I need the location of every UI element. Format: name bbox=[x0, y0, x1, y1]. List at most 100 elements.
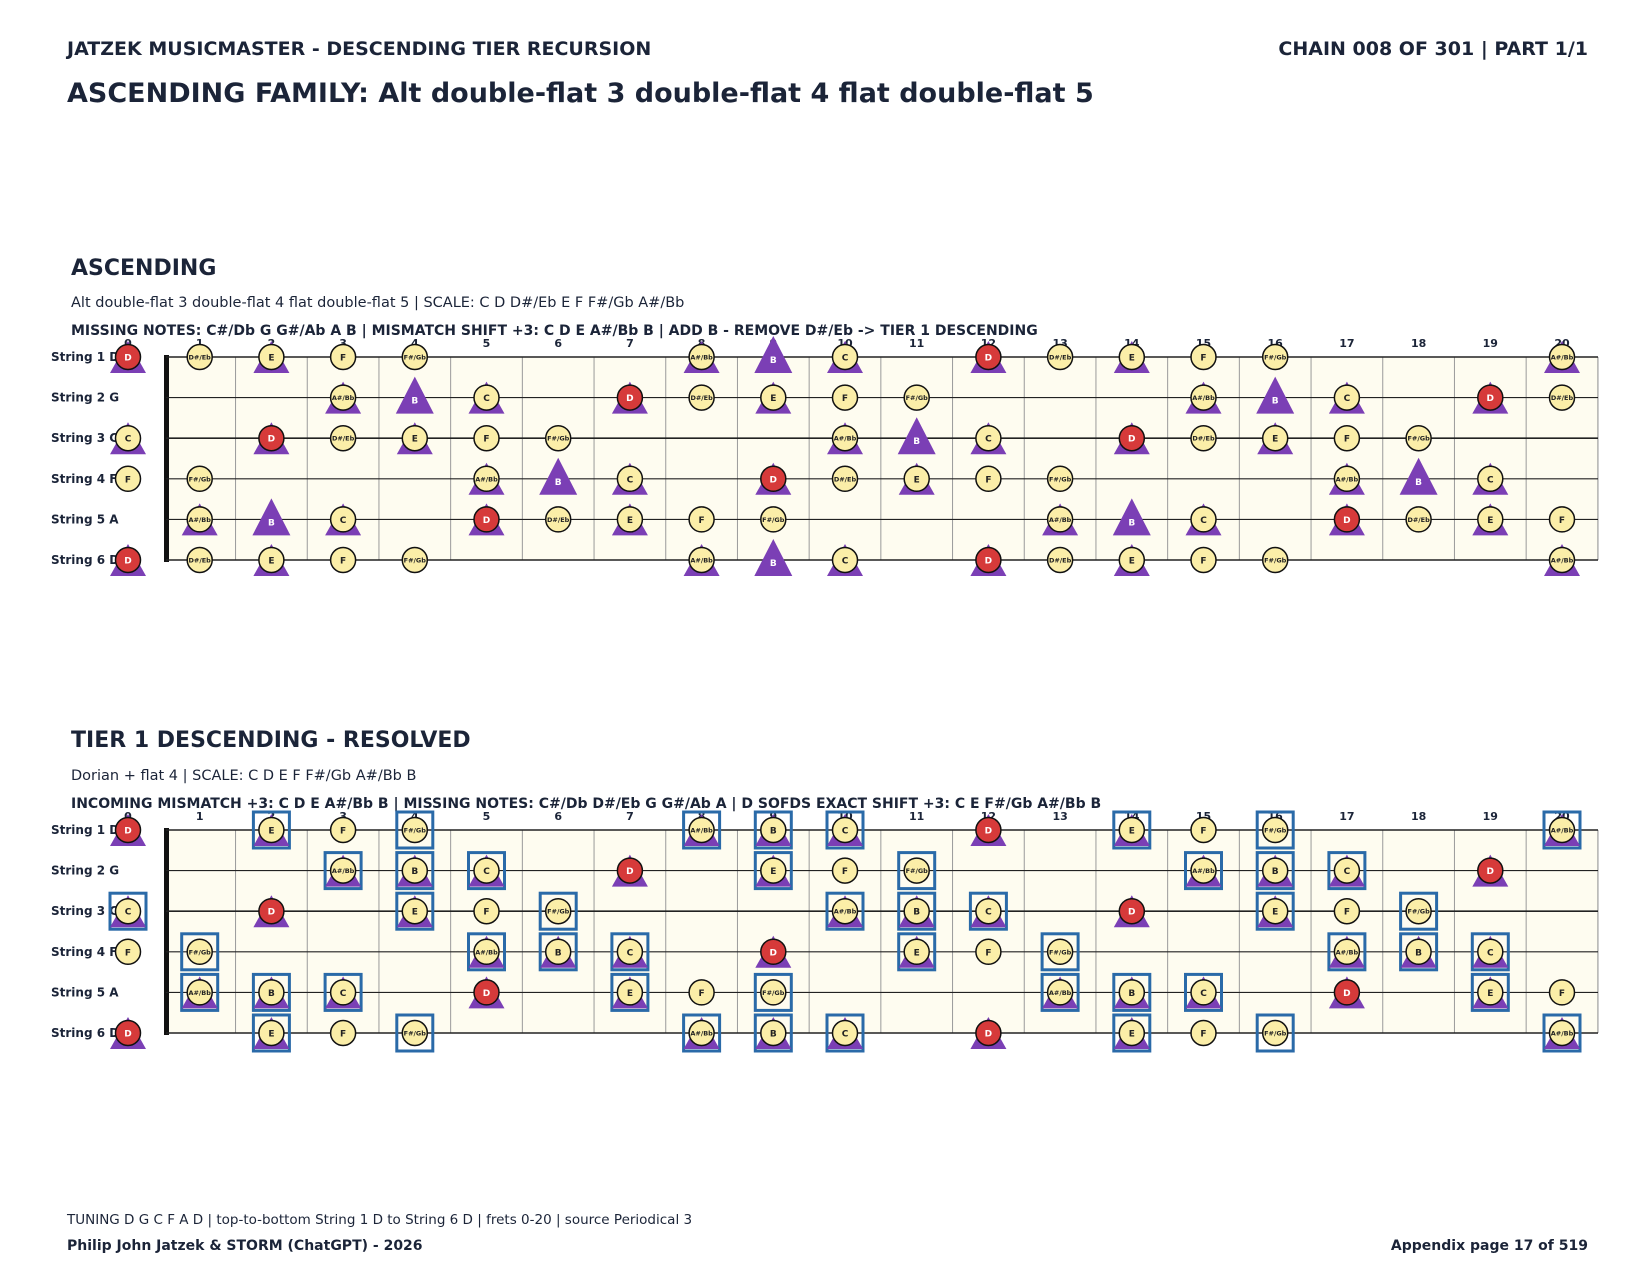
interval-triangle bbox=[1112, 498, 1151, 536]
page-title: ASCENDING FAMILY: Alt double-flat 3 doub… bbox=[67, 78, 1094, 109]
note-label: F#/Gb bbox=[547, 435, 570, 443]
highlight-box bbox=[968, 891, 1008, 931]
note-label: D#/Eb bbox=[1551, 394, 1574, 402]
note-label: C bbox=[340, 516, 347, 526]
interval-triangle bbox=[897, 417, 936, 455]
fret-number: 17 bbox=[1339, 810, 1354, 823]
interval-triangle bbox=[252, 498, 291, 536]
note-dot bbox=[1190, 424, 1217, 452]
note-label: D bbox=[268, 435, 275, 445]
root-note-dot bbox=[258, 897, 285, 925]
note-dot bbox=[903, 857, 930, 884]
fret-number: 17 bbox=[1339, 337, 1354, 350]
note-dot bbox=[1333, 384, 1361, 411]
note-label: E bbox=[268, 827, 274, 837]
highlight-box bbox=[753, 972, 793, 1012]
fretboard-ascending: String 1 D String 2 G String 3 C String 4 F… bbox=[51, 336, 1599, 576]
note-label: F#/Gb bbox=[1407, 435, 1430, 443]
note-dot bbox=[401, 1019, 429, 1047]
note-dot bbox=[903, 465, 930, 493]
footer-tuning: TUNING D G C F A D | top-to-bottom Strin… bbox=[67, 1212, 693, 1228]
note-label: B bbox=[1415, 478, 1422, 488]
note-dot bbox=[688, 343, 715, 371]
note-label: A#/Bb bbox=[690, 827, 713, 835]
root-note-dot bbox=[114, 546, 142, 574]
root-note-dot bbox=[975, 546, 1002, 574]
note-dot bbox=[831, 897, 859, 925]
note-label: D bbox=[985, 827, 992, 837]
note-dot bbox=[760, 506, 787, 533]
highlight-box bbox=[538, 891, 578, 931]
section-1-title: ASCENDING bbox=[71, 256, 217, 281]
note-dot bbox=[473, 424, 500, 452]
root-note-dot bbox=[975, 1019, 1002, 1047]
note-label: B bbox=[770, 356, 777, 366]
note-dot bbox=[1261, 424, 1289, 452]
note-label: C bbox=[842, 1030, 849, 1040]
note-dot bbox=[1261, 857, 1289, 884]
string-label: String 5 A bbox=[51, 985, 119, 999]
note-dot bbox=[903, 938, 930, 966]
note-dot bbox=[831, 424, 859, 452]
note-dot bbox=[1333, 424, 1361, 452]
note-label: A#/Bb bbox=[475, 475, 498, 483]
fret-number: 13 bbox=[1052, 810, 1067, 823]
note-label: A#/Bb bbox=[690, 354, 713, 362]
note-dot bbox=[1405, 424, 1432, 452]
note-dot bbox=[1548, 979, 1576, 1006]
note-label: D bbox=[626, 394, 633, 404]
interval-triangle bbox=[539, 457, 578, 495]
note-label: E bbox=[1129, 354, 1135, 364]
root-note-dot bbox=[114, 1019, 142, 1047]
note-label: C bbox=[1200, 516, 1207, 526]
note-dot bbox=[329, 343, 357, 371]
note-label: E bbox=[1272, 908, 1278, 918]
fret-number: 4 bbox=[411, 337, 419, 350]
note-dot bbox=[401, 546, 429, 574]
note-label: F#/Gb bbox=[906, 867, 929, 875]
note-dot bbox=[1190, 857, 1217, 884]
note-dot bbox=[1548, 816, 1576, 844]
string-label: String 3 C bbox=[51, 431, 118, 445]
highlight-box bbox=[1470, 972, 1510, 1012]
note-dot bbox=[544, 506, 572, 533]
note-dot bbox=[688, 384, 715, 411]
note-label: A#/Bb bbox=[690, 557, 713, 565]
note-label: F bbox=[1559, 989, 1565, 999]
note-label: A#/Bb bbox=[1049, 516, 1072, 524]
note-label: B bbox=[1272, 867, 1279, 877]
note-label: C bbox=[842, 827, 849, 837]
note-label: E bbox=[627, 516, 633, 526]
highlight-box bbox=[323, 851, 363, 891]
note-dot bbox=[616, 979, 644, 1006]
section-1-subtitle: Alt double-flat 3 double-flat 4 flat dou… bbox=[71, 295, 685, 311]
note-dot bbox=[186, 343, 213, 371]
note-dot bbox=[831, 465, 859, 493]
note-dot bbox=[831, 546, 859, 574]
note-label: C bbox=[842, 557, 849, 567]
interval-triangle bbox=[754, 539, 793, 576]
note-dot bbox=[975, 897, 1002, 925]
fret-number: 19 bbox=[1483, 810, 1498, 823]
note-dot bbox=[616, 506, 644, 533]
note-label: A#/Bb bbox=[475, 948, 498, 956]
root-note-dot bbox=[258, 424, 285, 452]
highlight-box bbox=[1542, 1013, 1582, 1053]
note-dot bbox=[1046, 506, 1074, 533]
header-left: JATZEK MUSICMASTER - DESCENDING TIER REC… bbox=[67, 38, 652, 60]
highlight-box bbox=[753, 810, 793, 850]
note-dot bbox=[473, 465, 500, 493]
note-dot bbox=[831, 1019, 859, 1047]
note-label: A#/Bb bbox=[834, 435, 857, 443]
note-label: F#/Gb bbox=[547, 908, 570, 916]
note-label: A#/Bb bbox=[690, 1030, 713, 1038]
note-dot bbox=[1118, 546, 1146, 574]
note-label: C bbox=[985, 908, 992, 918]
note-label: A#/Bb bbox=[834, 908, 857, 916]
note-label: D#/Eb bbox=[189, 557, 212, 565]
highlight-box bbox=[825, 810, 865, 850]
note-label: E bbox=[1129, 827, 1135, 837]
root-note-dot bbox=[473, 979, 500, 1006]
note-dot bbox=[401, 816, 429, 844]
note-dot bbox=[1046, 979, 1074, 1006]
